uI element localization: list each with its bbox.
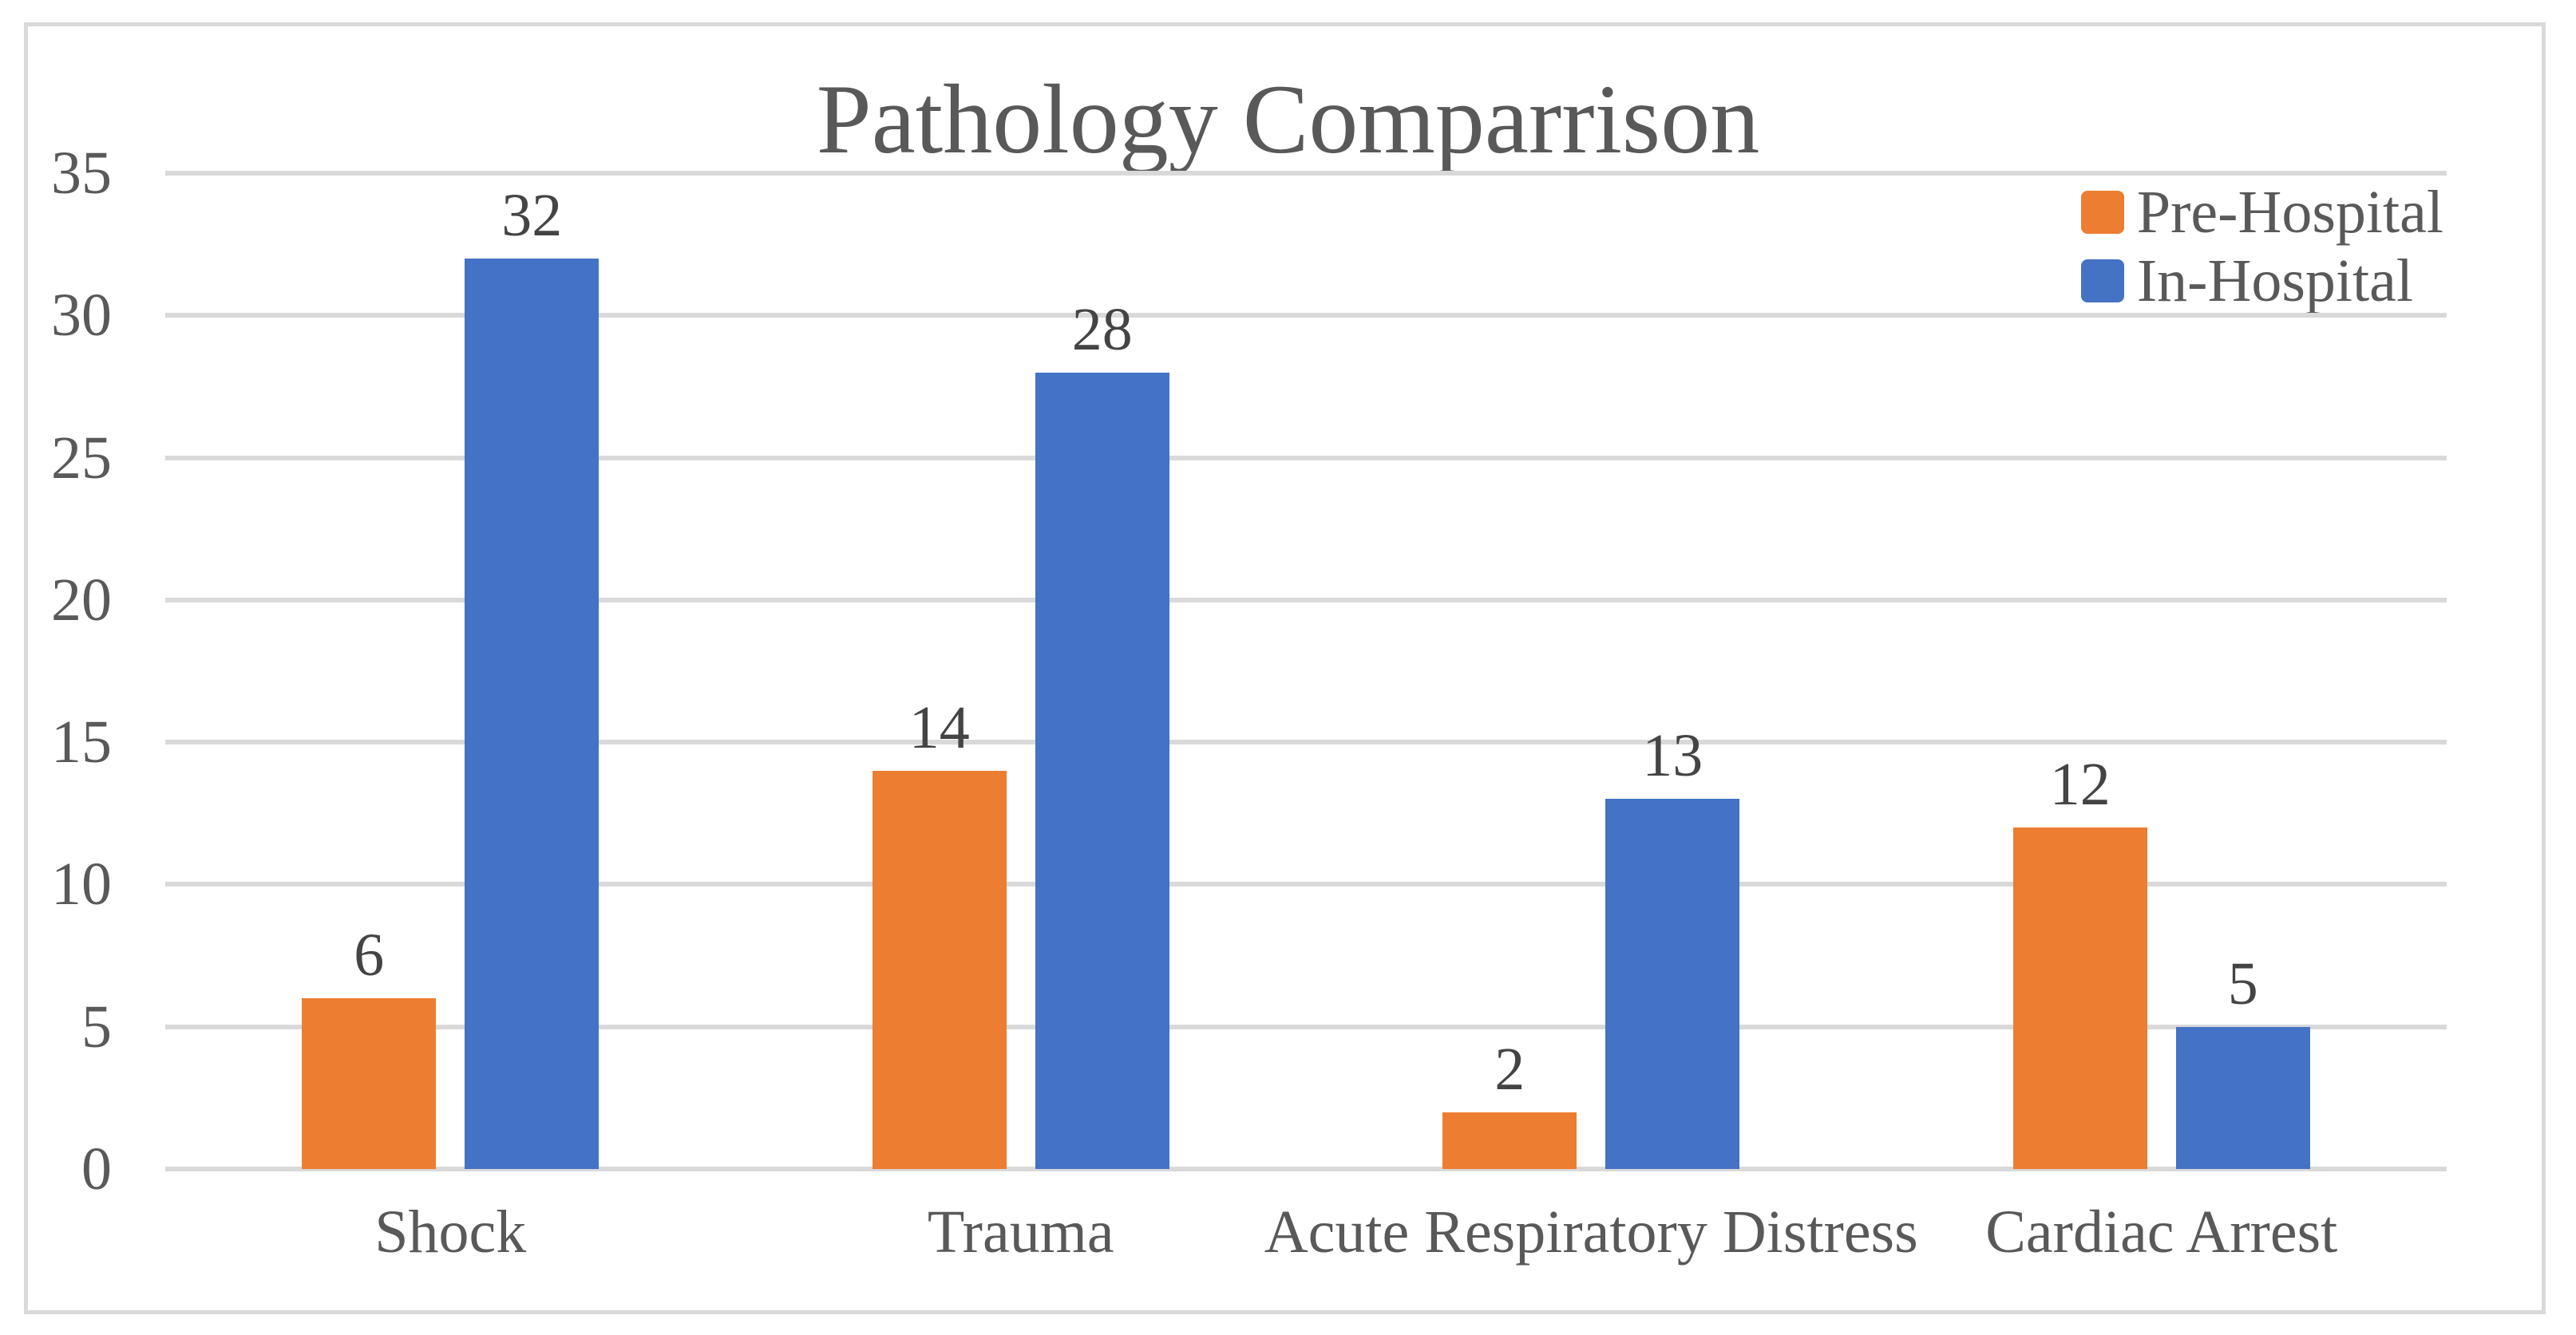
data-label-pre-hospital-0: 6 — [354, 922, 385, 989]
gridline-20 — [165, 597, 2447, 602]
gridline-5 — [165, 1024, 2447, 1029]
legend-label-in-hospital: In-Hospital — [2136, 247, 2413, 314]
legend-item-in-hospital: In-Hospital — [2080, 247, 2443, 314]
bar-in-hospital-2 — [1605, 799, 1740, 1169]
gridline-0 — [165, 1167, 2447, 1171]
data-label-pre-hospital-3: 12 — [2049, 751, 2111, 819]
data-label-in-hospital-0: 32 — [501, 181, 563, 249]
category-label-3: Cardiac Arrest — [1985, 1199, 2338, 1266]
gridline-30 — [165, 313, 2447, 318]
bar-pre-hospital-1 — [872, 770, 1007, 1169]
y-tick-label-25: 25 — [51, 424, 112, 492]
legend-swatch-pre-hospital-icon — [2080, 191, 2124, 234]
legend-label-pre-hospital: Pre-Hospital — [2136, 179, 2443, 246]
y-tick-label-15: 15 — [51, 709, 112, 776]
y-tick-label-5: 5 — [81, 993, 112, 1060]
category-label-1: Trauma — [927, 1199, 1114, 1266]
legend: Pre-Hospital In-Hospital — [2080, 179, 2443, 314]
gridline-25 — [165, 455, 2447, 460]
y-tick-label-20: 20 — [51, 566, 112, 634]
data-label-in-hospital-1: 28 — [1071, 295, 1133, 363]
chart-title: Pathology Comparrison — [816, 65, 1760, 174]
legend-item-pre-hospital: Pre-Hospital — [2080, 179, 2443, 246]
data-label-in-hospital-2: 13 — [1642, 722, 1703, 790]
data-label-pre-hospital-1: 14 — [908, 693, 970, 761]
bar-in-hospital-0 — [465, 258, 599, 1169]
gridline-35 — [165, 171, 2447, 176]
bar-in-hospital-1 — [1035, 372, 1169, 1169]
y-tick-label-35: 35 — [51, 140, 112, 207]
legend-swatch-in-hospital-icon — [2080, 259, 2124, 302]
gridline-15 — [165, 740, 2447, 745]
gridline-10 — [165, 882, 2447, 887]
bar-pre-hospital-2 — [1442, 1112, 1577, 1169]
y-tick-label-30: 30 — [51, 282, 112, 350]
category-label-0: Shock — [374, 1199, 527, 1266]
bar-pre-hospital-3 — [2012, 827, 2147, 1169]
bar-in-hospital-3 — [2175, 1026, 2310, 1169]
data-label-in-hospital-3: 5 — [2227, 950, 2258, 1017]
data-label-pre-hospital-2: 2 — [1494, 1035, 1525, 1103]
y-tick-label-10: 10 — [51, 851, 112, 918]
y-tick-label-0: 0 — [81, 1136, 112, 1203]
category-label-2: Acute Respiratory Distress — [1264, 1199, 1918, 1266]
bar-pre-hospital-0 — [302, 998, 437, 1169]
